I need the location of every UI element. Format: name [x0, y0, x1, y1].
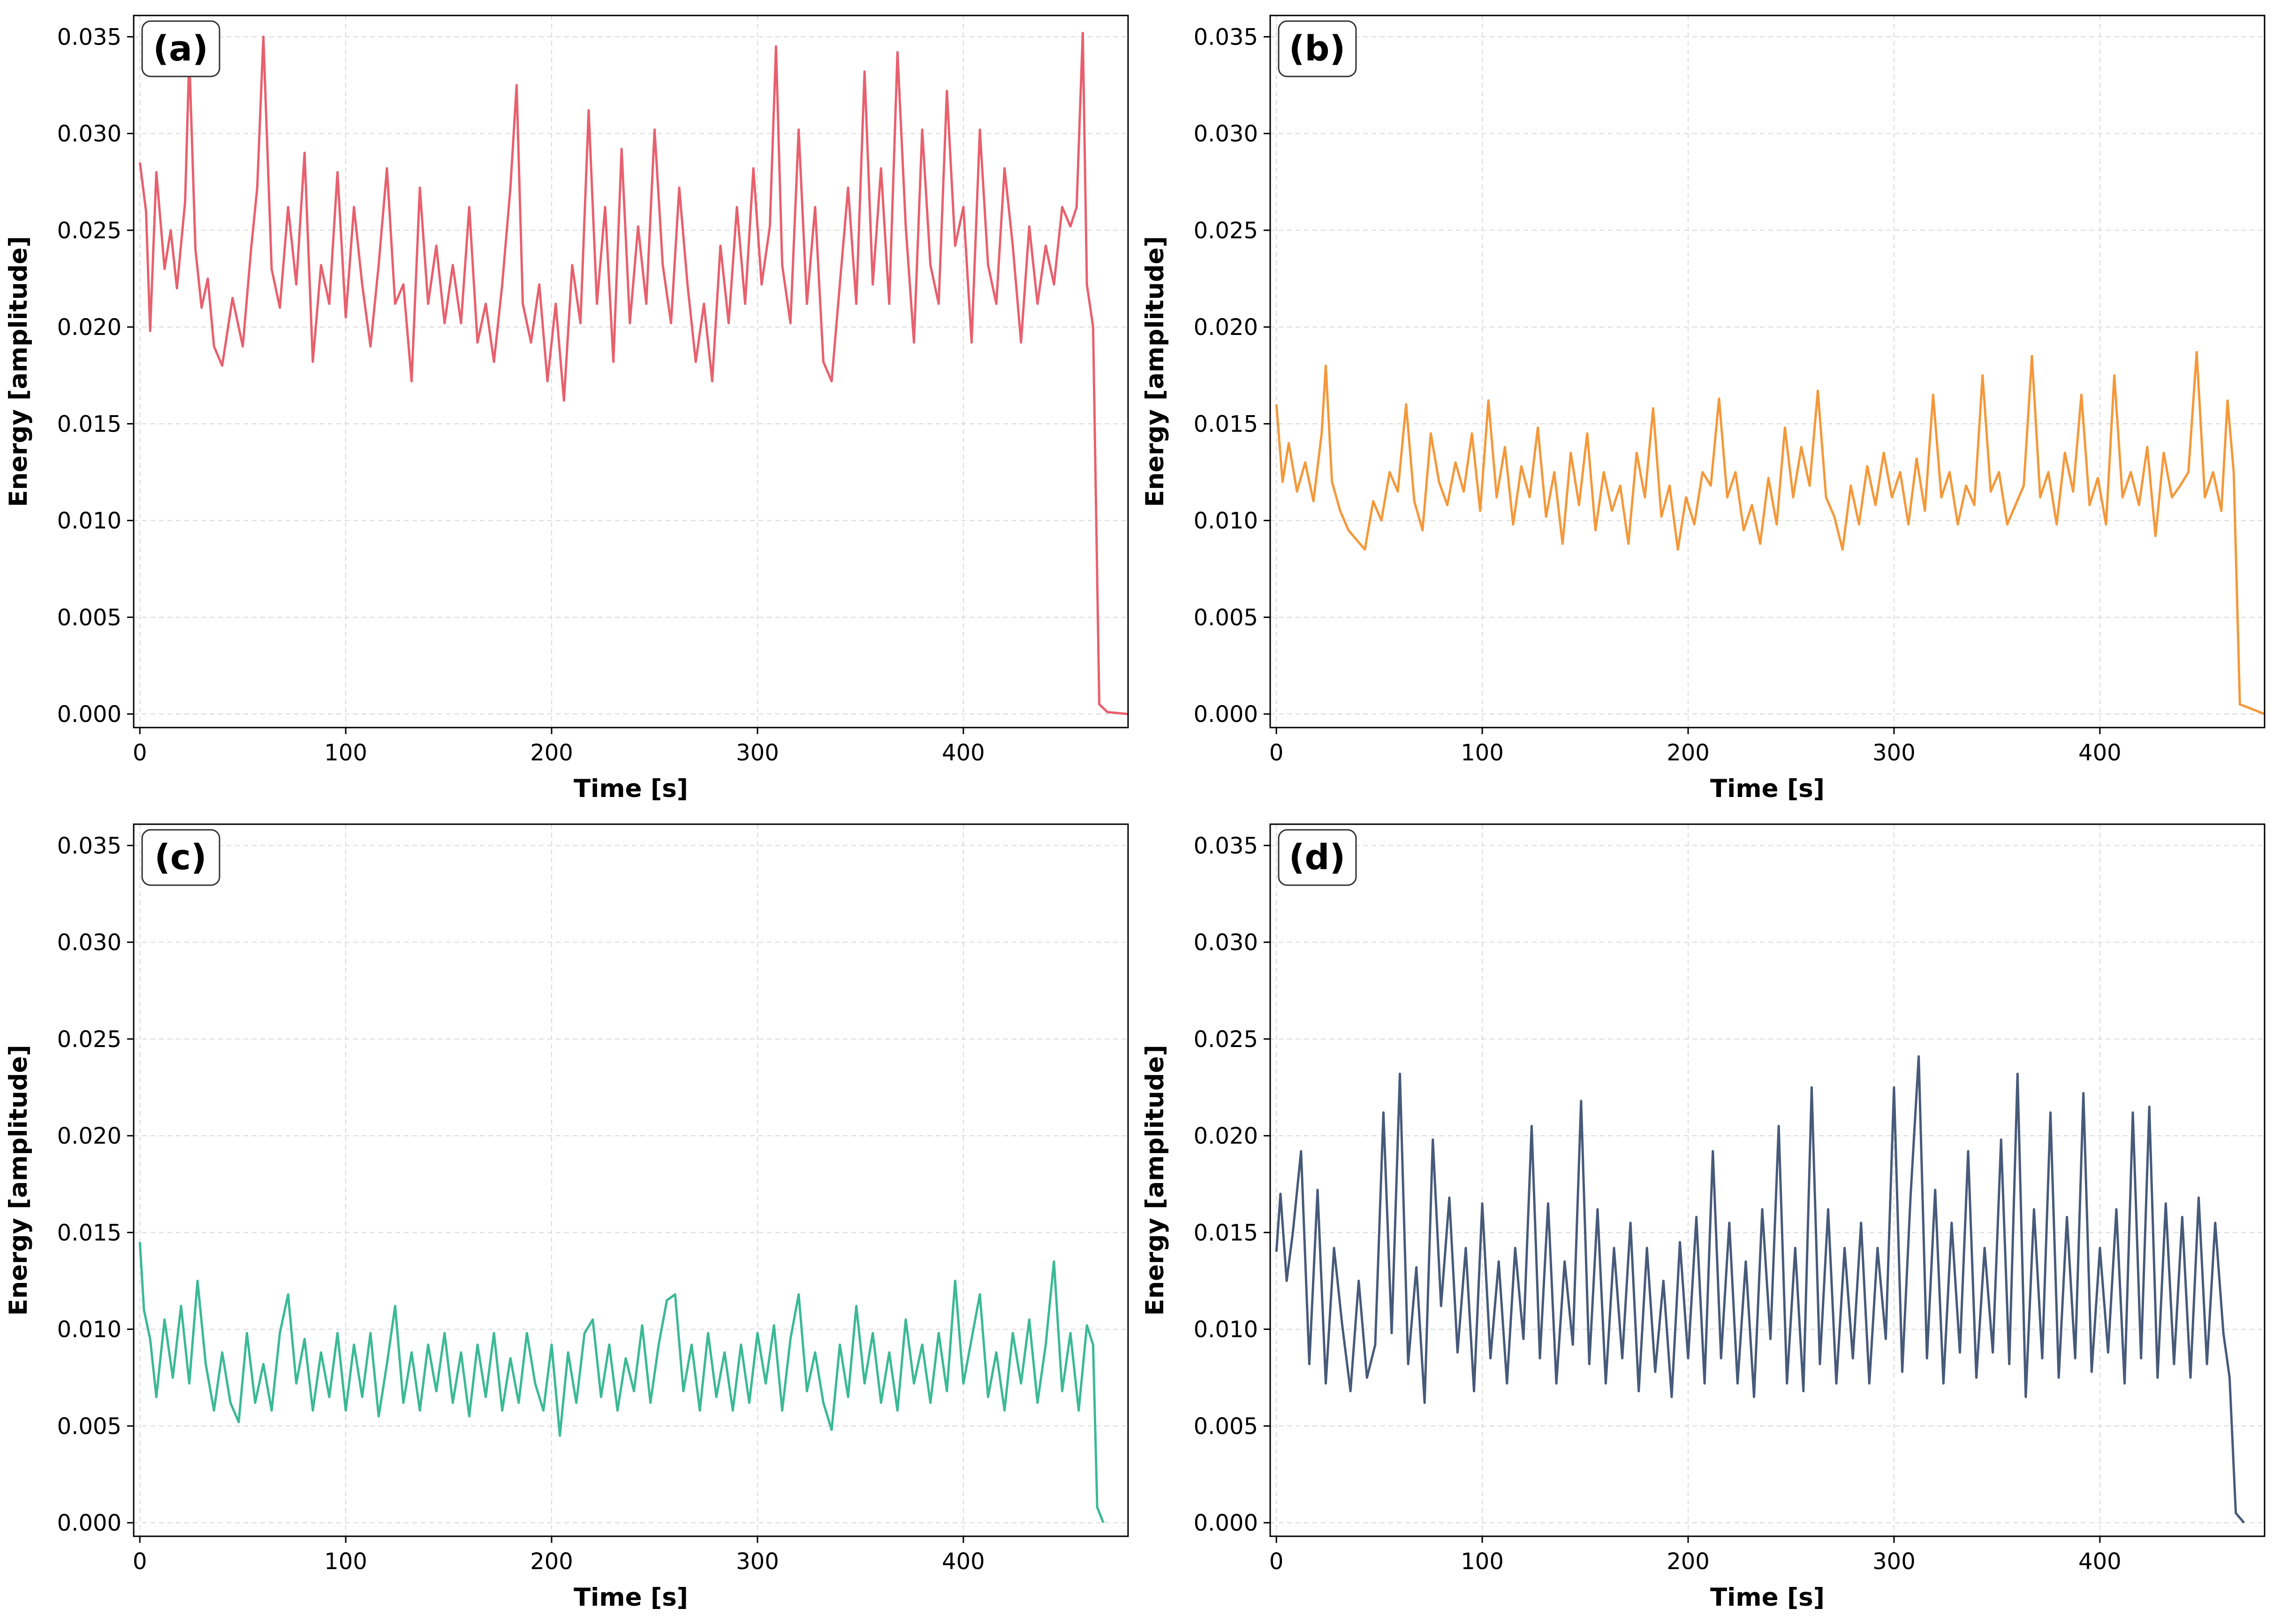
y-tick-label: 0.015 [57, 1220, 121, 1246]
panel-label-box [141, 829, 220, 886]
y-tick-label: 0.025 [57, 218, 121, 244]
y-tick-label: 0.015 [1194, 1220, 1258, 1246]
x-tick-label: 300 [1872, 740, 1916, 766]
y-tick-label: 0.005 [1194, 605, 1258, 631]
panel-label: (b) [1289, 29, 1346, 69]
x-tick-label: 300 [736, 1548, 779, 1575]
plot-frame [1269, 15, 2266, 729]
y-tick-label: 0.025 [1194, 218, 1258, 244]
plot-frame [133, 823, 1129, 1537]
x-tick-label: 200 [1667, 740, 1710, 766]
y-tick-label: 0.030 [57, 930, 121, 956]
y-tick-label: 0.015 [1194, 411, 1258, 437]
panel-label: (a) [153, 29, 208, 69]
x-tick-label: 300 [736, 740, 779, 766]
panel-c: 0 100 200 300 400 0.000 0.005 0.010 0.015 0.020 0.… [4, 823, 1129, 1612]
x-tick-label: 400 [2078, 1548, 2122, 1575]
y-tick-label: 0.035 [1194, 24, 1258, 50]
series-line [1275, 351, 2265, 715]
y-tick-label: 0.035 [57, 24, 121, 50]
y-tick-label: 0.020 [1194, 314, 1258, 341]
x-tick-label: 100 [324, 740, 367, 766]
x-tick-label: 300 [1872, 1548, 1916, 1575]
y-tick-label: 0.020 [57, 314, 121, 341]
y-axis-label: Energy [amplitude] [4, 236, 33, 507]
x-tick-label: 400 [2078, 740, 2122, 766]
y-tick-label: 0.035 [57, 833, 121, 859]
panel-a: 0 100 200 300 400 0.000 0.005 0.010 0.015 0.020 0.… [4, 15, 1129, 803]
x-axis-label: Time [s] [574, 1583, 688, 1612]
panel-d: 0 100 200 300 400 0.000 0.005 0.010 0.015 0.020 0.… [1141, 823, 2266, 1612]
y-tick-label: 0.005 [57, 1413, 121, 1440]
plot-frame [133, 15, 1129, 729]
y-tick-label: 0.010 [57, 1317, 121, 1343]
x-tick-label: 400 [942, 1548, 985, 1575]
series-line [1275, 1055, 2245, 1524]
y-axis-label: Energy [amplitude] [1141, 1045, 1169, 1316]
x-tick-label: 200 [1667, 1548, 1710, 1575]
x-tick-label: 100 [324, 1548, 367, 1575]
x-tick-label: 400 [942, 740, 985, 766]
panel-b: 0 100 200 300 400 0.000 0.005 0.010 0.015 0.020 0.… [1141, 15, 2266, 803]
y-tick-label: 0.030 [57, 121, 121, 147]
y-tick-label: 0.035 [1194, 833, 1258, 859]
y-tick-label: 0.005 [57, 605, 121, 631]
x-tick-label: 0 [1269, 740, 1284, 766]
y-tick-label: 0.020 [57, 1123, 121, 1149]
x-tick-label: 0 [133, 1548, 147, 1575]
y-tick-label: 0.000 [1194, 701, 1258, 728]
y-tick-label: 0.010 [1194, 508, 1258, 534]
panel-label: (c) [154, 837, 207, 878]
y-tick-label: 0.010 [57, 508, 121, 534]
y-tick-label: 0.030 [1194, 121, 1258, 147]
panel-label-box [141, 20, 220, 77]
x-tick-label: 100 [1461, 740, 1504, 766]
y-tick-label: 0.000 [57, 701, 121, 728]
y-tick-label: 0.025 [57, 1026, 121, 1053]
y-tick-label: 0.000 [57, 1510, 121, 1536]
y-axis-label: Energy [amplitude] [4, 1045, 33, 1316]
y-tick-label: 0.005 [1194, 1413, 1258, 1440]
y-axis-label: Energy [amplitude] [1141, 236, 1169, 507]
series-line [138, 1242, 1105, 1524]
x-tick-label: 0 [1269, 1548, 1284, 1575]
y-tick-label: 0.000 [1194, 1510, 1258, 1536]
series-line [138, 31, 1129, 715]
y-tick-label: 0.010 [1194, 1317, 1258, 1343]
y-tick-label: 0.020 [1194, 1123, 1258, 1149]
x-tick-label: 100 [1461, 1548, 1504, 1575]
x-tick-label: 0 [133, 740, 147, 766]
panel-label-box [1278, 829, 1357, 886]
panel-label-box [1278, 20, 1357, 77]
panel-label: (d) [1289, 837, 1346, 878]
x-axis-label: Time [s] [1710, 774, 1825, 803]
x-axis-label: Time [s] [1710, 1583, 1825, 1612]
plot-frame [1269, 823, 2266, 1537]
x-tick-label: 200 [530, 740, 573, 766]
y-tick-label: 0.030 [1194, 930, 1258, 956]
y-tick-label: 0.015 [57, 411, 121, 437]
y-tick-label: 0.025 [1194, 1026, 1258, 1053]
x-tick-label: 200 [530, 1548, 573, 1575]
x-axis-label: Time [s] [574, 774, 688, 803]
